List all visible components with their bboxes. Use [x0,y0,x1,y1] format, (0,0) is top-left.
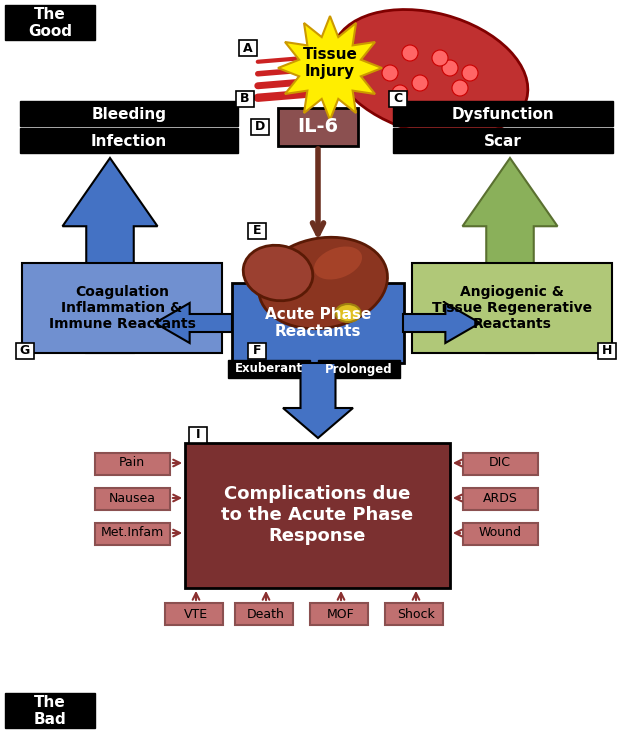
Circle shape [382,65,398,81]
Polygon shape [462,158,558,353]
FancyArrowPatch shape [257,79,337,86]
FancyBboxPatch shape [5,693,95,728]
FancyBboxPatch shape [236,91,254,107]
Text: E: E [252,224,261,237]
Text: Shock: Shock [397,608,435,621]
Text: Complications due
to the Acute Phase
Response: Complications due to the Acute Phase Res… [221,485,413,545]
Polygon shape [278,16,382,120]
Circle shape [402,45,418,61]
Text: G: G [20,345,30,358]
FancyBboxPatch shape [20,128,238,153]
Text: Prolonged: Prolonged [325,363,392,375]
FancyBboxPatch shape [185,443,450,588]
Text: Dysfunction: Dysfunction [452,106,555,122]
FancyBboxPatch shape [389,91,407,107]
FancyBboxPatch shape [16,343,34,359]
Text: Coagulation
Inflammation &
Immune Reactants: Coagulation Inflammation & Immune Reacta… [48,285,195,331]
Text: D: D [255,120,265,133]
Text: The
Good: The Good [28,7,72,39]
Text: Scar: Scar [484,133,522,149]
FancyBboxPatch shape [278,108,358,146]
Text: I: I [196,429,200,441]
FancyBboxPatch shape [463,523,538,545]
FancyBboxPatch shape [248,343,266,359]
FancyBboxPatch shape [393,128,613,153]
Text: Infection: Infection [91,133,167,149]
Ellipse shape [259,237,387,328]
Text: B: B [241,92,250,106]
FancyBboxPatch shape [235,603,293,625]
Text: Acute Phase
Reactants: Acute Phase Reactants [265,307,371,339]
Text: F: F [252,345,261,358]
FancyBboxPatch shape [22,263,222,353]
FancyBboxPatch shape [318,360,400,378]
FancyBboxPatch shape [310,603,368,625]
FancyBboxPatch shape [165,603,223,625]
FancyBboxPatch shape [239,40,257,56]
FancyBboxPatch shape [463,488,538,510]
Text: A: A [243,42,253,54]
Text: Tissue
Injury: Tissue Injury [303,47,357,79]
FancyBboxPatch shape [228,360,310,378]
Text: C: C [393,92,403,106]
Text: VTE: VTE [184,608,208,621]
Polygon shape [403,303,480,343]
FancyBboxPatch shape [393,101,613,126]
FancyBboxPatch shape [20,101,238,126]
FancyArrowPatch shape [257,91,337,97]
Text: Angiogenic &
Tissue Regenerative
Reactants: Angiogenic & Tissue Regenerative Reactan… [432,285,592,331]
Text: Death: Death [247,608,285,621]
Circle shape [432,50,448,66]
Text: DIC: DIC [489,457,511,470]
Text: Bleeding: Bleeding [92,106,166,122]
Ellipse shape [314,246,362,279]
Ellipse shape [332,10,528,136]
FancyBboxPatch shape [463,453,538,475]
Text: IL-6: IL-6 [298,117,338,136]
Circle shape [462,65,478,81]
Text: MOF: MOF [327,608,355,621]
FancyArrowPatch shape [257,55,337,62]
Text: Wound: Wound [479,526,521,539]
Text: ARDS: ARDS [482,492,517,504]
Circle shape [452,80,468,96]
Text: Nausea: Nausea [109,492,156,504]
Text: Pain: Pain [119,457,145,470]
Polygon shape [155,303,232,343]
Text: H: H [602,345,612,358]
FancyBboxPatch shape [248,223,266,239]
FancyArrowPatch shape [257,67,337,74]
Polygon shape [283,363,353,438]
Ellipse shape [335,304,360,322]
FancyBboxPatch shape [95,453,170,475]
Circle shape [412,75,428,91]
FancyBboxPatch shape [412,263,612,353]
Text: Exuberant: Exuberant [235,363,303,375]
Circle shape [392,85,408,101]
Polygon shape [63,158,158,353]
FancyBboxPatch shape [95,523,170,545]
FancyBboxPatch shape [95,488,170,510]
Ellipse shape [243,246,313,301]
Text: The
Bad: The Bad [34,695,67,727]
FancyBboxPatch shape [189,427,207,443]
FancyBboxPatch shape [598,343,616,359]
Text: Met.Infam: Met.Infam [100,526,164,539]
FancyBboxPatch shape [232,283,404,363]
FancyBboxPatch shape [5,5,95,40]
Circle shape [442,60,458,76]
FancyBboxPatch shape [251,119,269,135]
FancyBboxPatch shape [385,603,443,625]
